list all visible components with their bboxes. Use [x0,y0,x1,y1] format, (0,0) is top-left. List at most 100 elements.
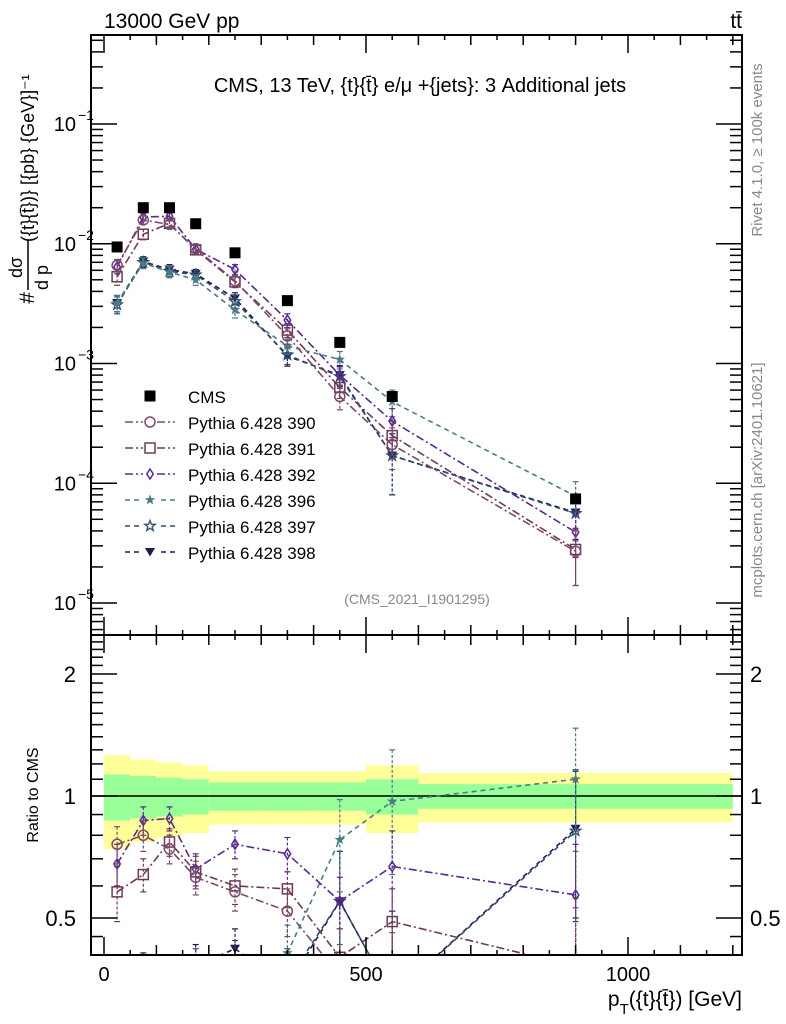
ratio-y-tick-label: 2 [64,662,76,687]
main-point-cms [164,202,175,214]
ratio-series-pythia-6-428-391 [111,828,581,971]
main-y-axis-label: # dσ d p ({t}{t̄})} [{pb} {GeV}]⁻¹ [6,74,52,303]
main-line-pythia-6-428-392 [116,215,577,533]
main-point-cms [190,218,202,230]
ratio-series-pythia-6-428-392 [112,806,580,955]
main-y-tick-label-exponent: −2 [78,227,94,243]
main-point-cms [229,247,241,259]
legend-entry-pythia-6-428-397: Pythia 6.428 397 [125,518,316,537]
legend-marker-pythia-6-428-390 [144,416,156,428]
main-point-pythia-6-428-396 [229,304,241,315]
main-y-tick-label-exponent: −5 [78,586,94,602]
main-point-pythia-6-428-396 [190,274,201,285]
band-inner [182,779,209,815]
main-point-cms [570,493,582,505]
ratio-y-axis-label: Ratio to CMS [25,747,42,842]
legend-label-pythia-6-428-392: Pythia 6.428 392 [188,466,316,485]
main-y-tick-label-exponent: −1 [78,107,94,123]
ratio-point-pythia-6-428-397 [234,954,236,955]
legend-marker-pythia-6-428-397 [142,518,158,533]
ratio-line-pythia-6-428-390 [116,834,324,955]
ratio-point-pythia-6-428-396 [190,980,200,990]
ratio-point-pythia-6-428-397 [190,966,200,976]
legend-marker-cms [144,390,156,402]
main-point-pythia-6-428-390 [386,438,398,451]
ratio-point-pythia-6-428-398 [282,982,292,991]
main-point-cms [137,202,149,214]
legend-entry-pythia-6-428-390: Pythia 6.428 390 [125,414,316,433]
ratio-point-pythia-6-428-392 [283,847,292,861]
band-inner [104,774,131,821]
main-line-pythia-6-428-398 [116,260,576,514]
legend-marker-pythia-6-428-392 [145,467,155,481]
main-line-pythia-6-428-397 [116,261,576,515]
main-point-pythia-6-428-390 [163,218,176,231]
legend-label-pythia-6-428-396: Pythia 6.428 396 [188,492,316,511]
ratio-point-pythia-6-428-392 [230,837,240,851]
ratio-point-pythia-6-428-397 [138,975,148,985]
ratio-point-pythia-6-428-391 [386,915,398,928]
main-point-pythia-6-428-396 [111,297,123,308]
ratio-panel-frame [90,634,743,956]
ratio-point-pythia-6-428-398 [230,944,240,954]
x-tick-label: 500 [349,964,382,986]
main-point-pythia-6-428-391 [137,228,150,241]
ratio-y-tick-label-right: 2 [750,662,762,687]
y-label-hash: # [16,292,39,304]
ratio-point-pythia-6-428-397 [164,1002,174,1012]
main-y-tick-label: 10 [54,234,76,256]
main-series-group [110,202,583,587]
main-line-pythia-6-428-390 [116,219,577,552]
ratio-point-pythia-6-428-390 [163,843,176,855]
y-label-numerator: dσ [6,257,26,278]
ratio-y-tick-label-right: 0.5 [750,906,781,931]
ratio-point-pythia-6-428-392 [139,814,148,827]
y-label-denominator: d p [32,265,52,290]
legend-entry-pythia-6-428-396: Pythia 6.428 396 [125,492,316,511]
ratio-line-pythia-6-428-392 [116,817,576,903]
x-tick-label: 0 [98,964,109,986]
ratio-point-pythia-6-428-390 [387,966,397,976]
ratio-point-pythia-6-428-397 [387,991,397,1001]
legend-label-cms: CMS [188,388,226,407]
chart-title: CMS, 13 TeV, {t}{t̄} e/μ +{jets}: 3 Addi… [214,75,626,97]
ratio-point-pythia-6-428-397 [568,823,583,837]
ratio-point-pythia-6-428-396 [334,834,346,845]
main-y-tick-label: 10 [54,473,76,495]
main-point-pythia-6-428-390 [137,214,150,226]
legend-marker-pythia-6-428-396 [144,494,156,505]
ratio-y-tick-label-right: 1 [750,784,762,809]
legend-entry-pythia-6-428-391: Pythia 6.428 391 [125,440,316,459]
main-y-tick-label-exponent: −4 [78,466,94,482]
ratio-line-pythia-6-428-397 [303,830,577,955]
ratio-point-pythia-6-428-396 [138,980,148,990]
ratio-point-pythia-6-428-396 [386,795,398,806]
ratio-series-pythia-6-428-390 [111,819,581,981]
main-point-pythia-6-428-396 [282,340,293,351]
ratio-point-pythia-6-428-391 [137,868,150,881]
ratio-point-pythia-6-428-390 [111,838,123,851]
ratio-point-pythia-6-428-391 [111,886,123,898]
header-right-label: tt̄ [730,10,742,33]
ratio-point-pythia-6-428-396 [570,773,581,784]
ratio-point-pythia-6-428-391 [571,961,581,971]
ratio-point-pythia-6-428-390 [571,971,581,981]
y-label-unit: ({t}{t̄})} [{pb} {GeV}]⁻¹ [18,74,38,242]
legend-marker-bg [143,441,157,455]
main-point-pythia-6-428-392 [230,263,240,276]
ratio-point-pythia-6-428-396 [230,986,240,996]
ratio-point-pythia-6-428-396 [112,980,122,990]
main-series-pythia-6-428-398 [112,256,581,540]
ratio-point-pythia-6-428-398 [138,972,148,981]
main-point-pythia-6-428-396 [334,354,346,364]
ratio-point-pythia-6-428-397 [112,986,122,996]
legend-marker-pythia-6-428-398 [145,548,155,557]
legend-entry-pythia-6-428-392: Pythia 6.428 392 [125,466,316,485]
main-point-pythia-6-428-390 [111,259,123,272]
band-inner [156,777,183,817]
main-point-pythia-6-428-390 [334,390,346,403]
ratio-point-pythia-6-428-390 [189,871,202,884]
legend-marker-pythia-6-428-391 [144,442,156,454]
ratio-point-pythia-6-428-390 [335,971,345,981]
